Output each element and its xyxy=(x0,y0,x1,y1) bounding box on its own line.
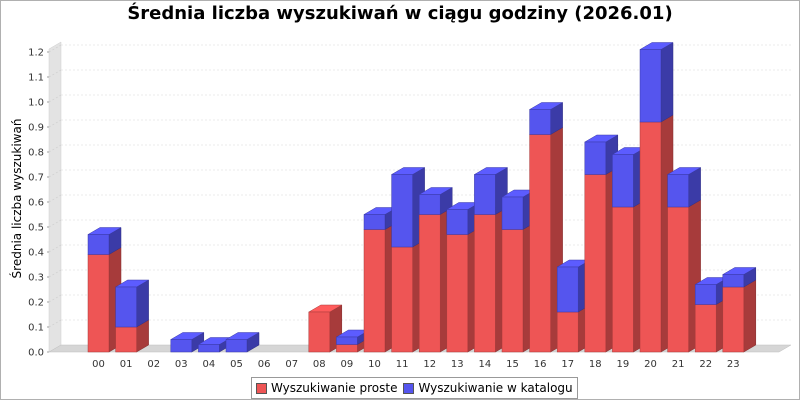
x-tick-label: 15 xyxy=(506,359,519,370)
x-tick-label: 17 xyxy=(561,359,574,370)
bar-0-15 xyxy=(501,229,524,353)
x-tick-label: 08 xyxy=(313,359,326,370)
y-tick-label: 0.2 xyxy=(28,298,44,309)
bar-side-0 xyxy=(743,279,757,353)
bar-1-22 xyxy=(694,284,717,305)
y-tick-label: 1.0 xyxy=(28,98,44,109)
bar-1-04 xyxy=(198,344,220,353)
bar-0-18 xyxy=(584,174,607,353)
bar-0-17 xyxy=(556,311,579,353)
bar-0-11 xyxy=(391,246,413,353)
x-tick-label: 03 xyxy=(175,359,188,370)
bar-0-00 xyxy=(87,254,110,353)
legend: Wyszukiwanie proste Wyszukiwanie w katal… xyxy=(251,377,578,399)
legend-item-katalog: Wyszukiwanie w katalogu xyxy=(403,381,573,395)
x-tick-label: 07 xyxy=(285,359,298,370)
y-tick-label: 0.4 xyxy=(28,248,44,259)
bar-0-23 xyxy=(722,286,745,353)
x-tick-label: 00 xyxy=(92,359,105,370)
x-tick-label: 02 xyxy=(147,359,160,370)
x-tick-label: 22 xyxy=(699,359,712,370)
bar-1-19 xyxy=(612,154,634,208)
bar-1-05 xyxy=(225,339,248,353)
bar-1-11 xyxy=(391,174,413,248)
y-tick-label: 0.8 xyxy=(28,148,44,159)
x-tick-label: 20 xyxy=(644,359,657,370)
bar-1-21 xyxy=(667,174,689,208)
bar-0-13 xyxy=(446,234,469,353)
x-tick-label: 04 xyxy=(203,359,216,370)
y-tick-label: 0.6 xyxy=(28,198,44,209)
x-tick-label: 13 xyxy=(451,359,464,370)
bar-0-20 xyxy=(639,121,662,353)
bar-1-20 xyxy=(639,49,662,123)
bar-1-15 xyxy=(501,196,524,230)
bar-1-13 xyxy=(446,209,469,235)
bar-1-18 xyxy=(584,141,607,175)
bar-1-12 xyxy=(418,194,441,215)
legend-label-katalog: Wyszukiwanie w katalogu xyxy=(418,381,573,395)
y-axis-label: Średnia liczba wyszukiwań xyxy=(9,119,24,279)
y-tick-label: 1.2 xyxy=(28,48,44,59)
x-tick-label: 12 xyxy=(423,359,436,370)
bar-0-19 xyxy=(612,206,634,353)
x-tick-label: 06 xyxy=(258,359,271,370)
bar-1-03 xyxy=(170,339,193,353)
x-tick-label: 16 xyxy=(534,359,547,370)
bar-0-16 xyxy=(529,134,551,353)
bar-0-22 xyxy=(694,304,717,353)
legend-swatch-proste xyxy=(256,382,267,394)
bar-0-21 xyxy=(667,206,689,353)
legend-item-proste: Wyszukiwanie proste xyxy=(256,381,397,395)
y-tick-label: 1.1 xyxy=(28,73,44,84)
bar-1-09 xyxy=(336,336,358,345)
chart-title: Średnia liczba wyszukiwań w ciągu godzin… xyxy=(127,3,673,24)
x-tick-label: 21 xyxy=(672,359,685,370)
y-tick-label: 0.5 xyxy=(28,223,44,234)
x-tick-label: 10 xyxy=(368,359,381,370)
y-tick-label: 0.9 xyxy=(28,123,44,134)
y-tick-label: 0.7 xyxy=(28,173,44,184)
plot-side-wall xyxy=(48,41,62,353)
bar-0-09 xyxy=(336,344,358,353)
x-tick-label: 23 xyxy=(727,359,740,370)
legend-swatch-katalog xyxy=(403,382,415,394)
legend-label-proste: Wyszukiwanie proste xyxy=(271,381,398,395)
bar-1-23 xyxy=(722,274,745,288)
bar-side-1 xyxy=(136,279,149,328)
bar-1-01 xyxy=(115,286,137,328)
bar-side-1 xyxy=(660,42,674,123)
bar-1-00 xyxy=(87,234,110,255)
x-tick-label: 01 xyxy=(120,359,133,370)
y-tick-label: 0.0 xyxy=(28,348,44,359)
bar-0-14 xyxy=(474,214,496,353)
y-tick-label: 0.3 xyxy=(28,273,44,284)
bar-1-17 xyxy=(556,266,579,313)
x-tick-label: 19 xyxy=(617,359,630,370)
bar-0-10 xyxy=(363,229,386,353)
x-tick-label: 05 xyxy=(230,359,243,370)
bar-0-01 xyxy=(115,326,137,353)
bar-0-08 xyxy=(308,311,331,353)
x-tick-label: 11 xyxy=(396,359,409,370)
bar-0-12 xyxy=(418,214,441,353)
bar-1-16 xyxy=(529,109,551,135)
x-tick-label: 14 xyxy=(479,359,492,370)
y-tick-label: 0.1 xyxy=(28,323,44,334)
x-tick-label: 18 xyxy=(589,359,602,370)
x-tick-label: 09 xyxy=(341,359,354,370)
bar-1-14 xyxy=(474,174,496,215)
bar-1-10 xyxy=(363,214,386,230)
